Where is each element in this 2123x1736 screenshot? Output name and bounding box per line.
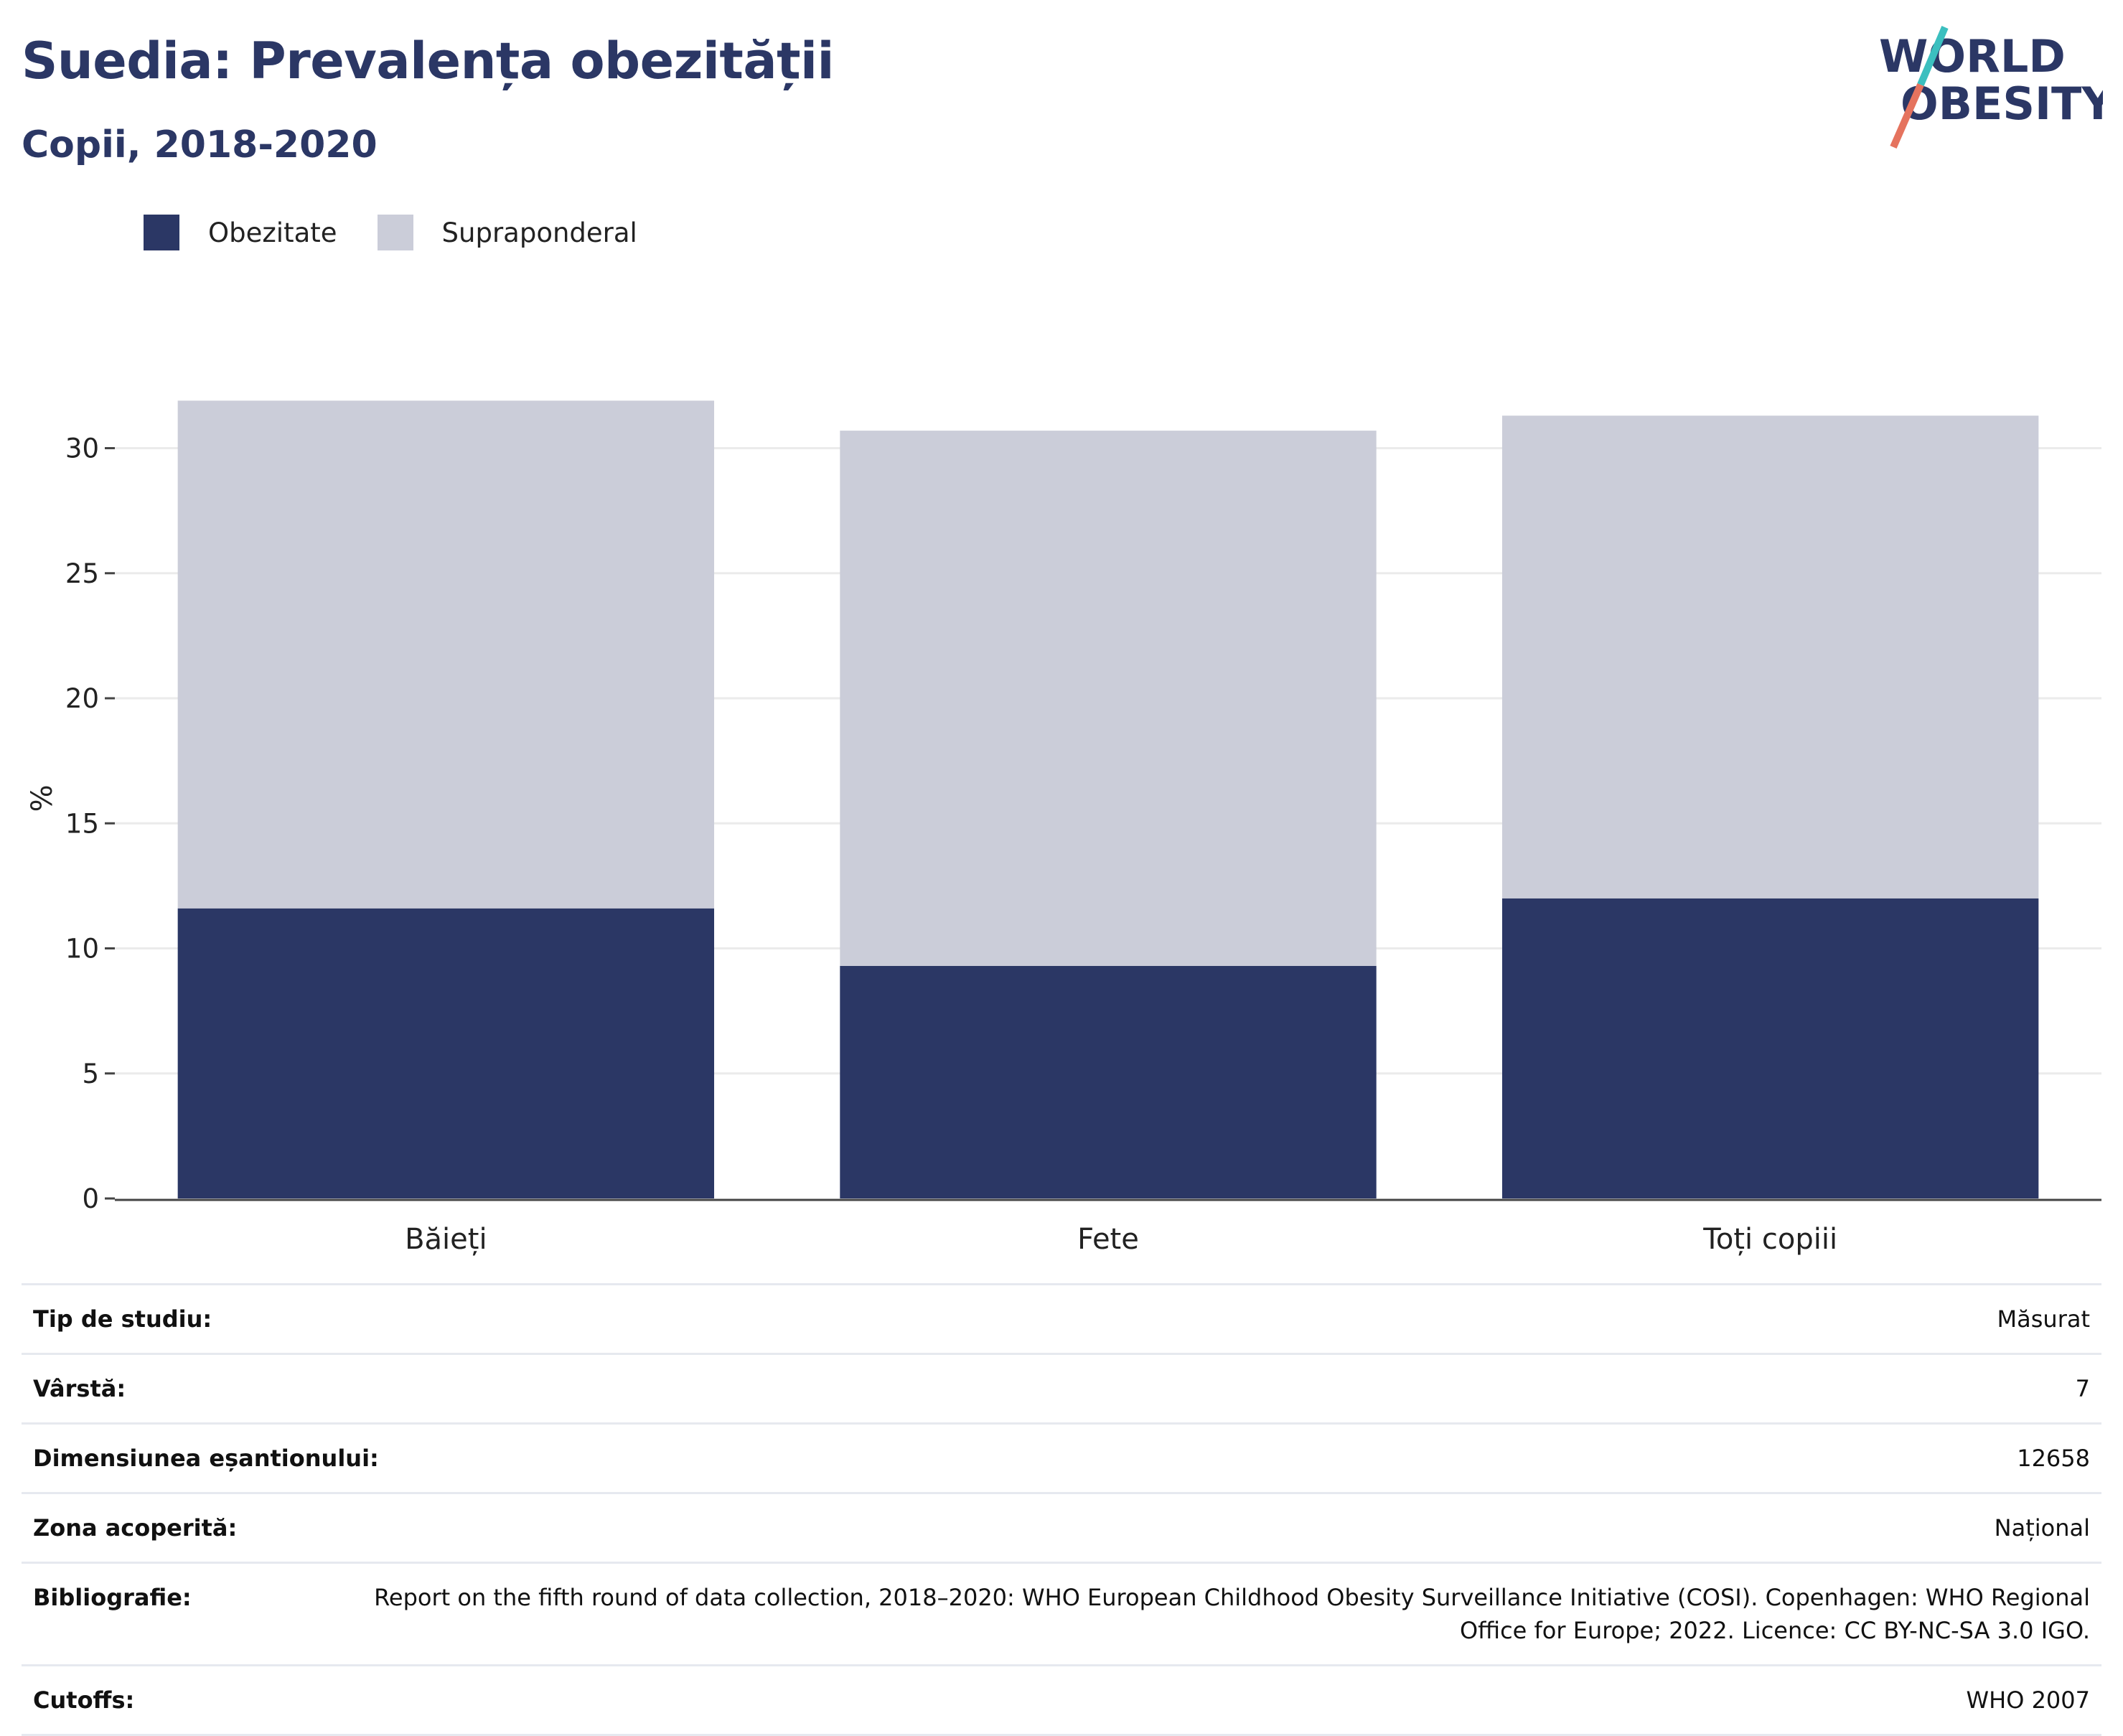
legend-swatch-supraponderal xyxy=(377,215,413,250)
info-label: Bibliografie: xyxy=(33,1584,192,1611)
bar-supraponderal-3 xyxy=(1501,416,2039,899)
y-tick-label: 20 xyxy=(65,683,99,714)
world-obesity-logo: WORLD OBESITY xyxy=(1879,26,2103,149)
logo-line1: WORLD xyxy=(1879,30,2066,83)
legend-item-supraponderal[interactable]: Supraponderal xyxy=(377,215,637,250)
y-tick-label: 15 xyxy=(65,808,99,839)
logo-slash-bottom xyxy=(1890,83,1924,149)
info-value: 12658 xyxy=(2017,1445,2090,1472)
legend-label-supraponderal: Supraponderal xyxy=(441,217,637,248)
info-label: Tip de studiu: xyxy=(33,1305,212,1333)
logo-slash-top xyxy=(1917,26,1949,86)
info-value: Măsurat xyxy=(1997,1305,2090,1333)
bar-supraponderal-1 xyxy=(177,400,715,909)
stacked-bar-chart: 0 5 10 15 20 25 30% Băieți Fete Toți copiii xyxy=(26,400,2101,1256)
info-label: Dimensiunea eșantionului: xyxy=(33,1445,379,1472)
bar-obezitate-3 xyxy=(1501,898,2039,1198)
info-label: Vârstă: xyxy=(33,1375,126,1402)
info-row-age: Vârstă: 7 xyxy=(22,1353,2101,1422)
x-tick-label: Băieți xyxy=(405,1223,487,1256)
info-value: Report on the fifth round of data collec… xyxy=(374,1584,2090,1644)
info-row-bibliography: Bibliografie: Report on the fifth round … xyxy=(22,1562,2101,1664)
y-tick-label: 30 xyxy=(65,433,99,464)
info-value: WHO 2007 xyxy=(1966,1686,2091,1714)
bar-supraponderal-2 xyxy=(840,431,1377,966)
y-axis-label: % xyxy=(26,784,59,812)
x-tick-label: Toți copiii xyxy=(1702,1223,1837,1256)
info-value: Național xyxy=(1994,1514,2090,1542)
info-row-study-type: Tip de studiu: Măsurat xyxy=(22,1283,2101,1353)
legend: Obezitate Supraponderal xyxy=(144,214,678,251)
info-label: Zona acoperită: xyxy=(33,1514,238,1542)
legend-item-obezitate[interactable]: Obezitate xyxy=(144,215,337,250)
chart-title: Suedia: Prevalența obezității xyxy=(22,32,835,90)
logo-line2: OBESITY xyxy=(1901,78,2103,130)
y-tick-label: 10 xyxy=(65,934,99,965)
bar-obezitate-2 xyxy=(840,965,1377,1198)
y-tick-label: 0 xyxy=(82,1183,99,1214)
info-row-cutoffs: Cutoffs: WHO 2007 xyxy=(22,1664,2101,1736)
chart-subtitle: Copii, 2018-2020 xyxy=(22,123,378,166)
info-value: 7 xyxy=(2075,1375,2090,1402)
y-tick-label: 5 xyxy=(82,1059,99,1089)
study-info-table: Tip de studiu: Măsurat Vârstă: 7 Dimensi… xyxy=(22,1283,2101,1736)
legend-swatch-obezitate xyxy=(144,215,179,250)
legend-label-obezitate: Obezitate xyxy=(208,217,337,248)
x-tick-label: Fete xyxy=(1077,1223,1139,1256)
info-row-area: Zona acoperită: Național xyxy=(22,1492,2101,1562)
y-tick-label: 25 xyxy=(65,558,99,589)
info-row-sample-size: Dimensiunea eșantionului: 12658 xyxy=(22,1422,2101,1492)
info-label: Cutoffs: xyxy=(33,1686,135,1714)
bar-obezitate-1 xyxy=(177,908,715,1198)
